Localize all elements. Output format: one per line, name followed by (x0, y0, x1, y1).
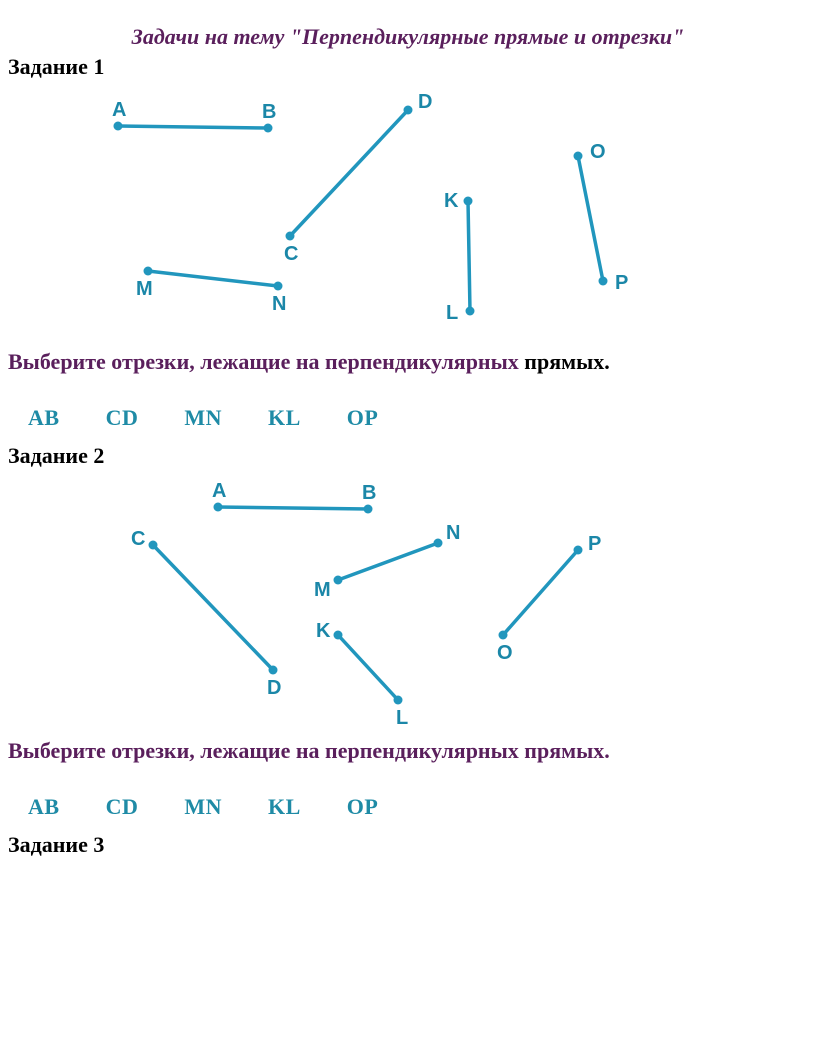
point-n (274, 282, 283, 291)
task1-prompt-rest: прямых. (519, 349, 610, 374)
option-op[interactable]: OP (347, 405, 379, 431)
segment-ab (118, 126, 268, 128)
point-k (464, 197, 473, 206)
point-label-a: A (112, 99, 126, 121)
point-label-o: O (497, 642, 513, 664)
option-kl[interactable]: KL (268, 794, 301, 820)
option-mn[interactable]: MN (184, 794, 222, 820)
task2-heading: Задание 2 (8, 443, 808, 469)
task3-heading: Задание 3 (8, 832, 808, 858)
point-l (394, 696, 403, 705)
point-l (466, 307, 475, 316)
task2-options: AB CD MN KL OP (28, 794, 808, 820)
point-label-l: L (446, 302, 458, 324)
point-n (434, 539, 443, 548)
point-o (499, 631, 508, 640)
point-label-n: N (272, 293, 286, 315)
point-label-o: O (590, 141, 606, 163)
point-m (144, 267, 153, 276)
option-op[interactable]: OP (347, 794, 379, 820)
segment-cd (290, 110, 408, 236)
task1-prompt: Выберите отрезки, лежащие на перпендикул… (8, 349, 808, 375)
point-b (264, 124, 273, 133)
task2-prompt: Выберите отрезки, лежащие на перпендикул… (8, 738, 808, 764)
point-b (364, 505, 373, 514)
point-label-d: D (418, 91, 432, 113)
task1-heading: Задание 1 (8, 54, 808, 80)
point-label-c: C (131, 528, 145, 550)
point-label-n: N (446, 522, 460, 544)
segment-mn (148, 271, 278, 286)
point-label-l: L (396, 707, 408, 725)
page-title: Задачи на тему "Перпендикулярные прямые … (8, 24, 808, 50)
point-label-a: A (212, 480, 226, 502)
option-mn[interactable]: MN (184, 405, 222, 431)
point-o (574, 152, 583, 161)
segment-kl (338, 635, 398, 700)
point-label-c: C (284, 243, 298, 265)
task2-diagram: A B C D M N K L O P (38, 475, 808, 730)
point-c (149, 541, 158, 550)
point-label-d: D (267, 677, 281, 699)
point-p (599, 277, 608, 286)
point-d (404, 106, 413, 115)
point-label-k: K (444, 190, 459, 212)
option-ab[interactable]: AB (28, 405, 60, 431)
option-ab[interactable]: AB (28, 794, 60, 820)
segment-ab (218, 507, 368, 509)
task1-options: AB CD MN KL OP (28, 405, 808, 431)
point-label-b: B (362, 482, 376, 504)
point-label-p: P (615, 272, 628, 294)
point-d (269, 666, 278, 675)
point-label-b: B (262, 101, 276, 123)
task2-prompt-accent: Выберите отрезки, лежащие на перпендикул… (8, 738, 610, 763)
segment-op (503, 550, 578, 635)
task1-diagram: A B C D M N K L O P (38, 86, 808, 341)
option-kl[interactable]: KL (268, 405, 301, 431)
point-label-p: P (588, 533, 601, 555)
point-m (334, 576, 343, 585)
point-c (286, 232, 295, 241)
option-cd[interactable]: CD (106, 405, 139, 431)
segment-op (578, 156, 603, 281)
point-label-m: M (314, 579, 331, 601)
segment-kl (468, 201, 470, 311)
task1-prompt-accent: Выберите отрезки, лежащие на перпендикул… (8, 349, 519, 374)
point-p (574, 546, 583, 555)
segment-mn (338, 543, 438, 580)
point-a (114, 122, 123, 131)
point-label-k: K (316, 620, 331, 642)
point-a (214, 503, 223, 512)
option-cd[interactable]: CD (106, 794, 139, 820)
segment-cd (153, 545, 273, 670)
point-k (334, 631, 343, 640)
point-label-m: M (136, 278, 153, 300)
